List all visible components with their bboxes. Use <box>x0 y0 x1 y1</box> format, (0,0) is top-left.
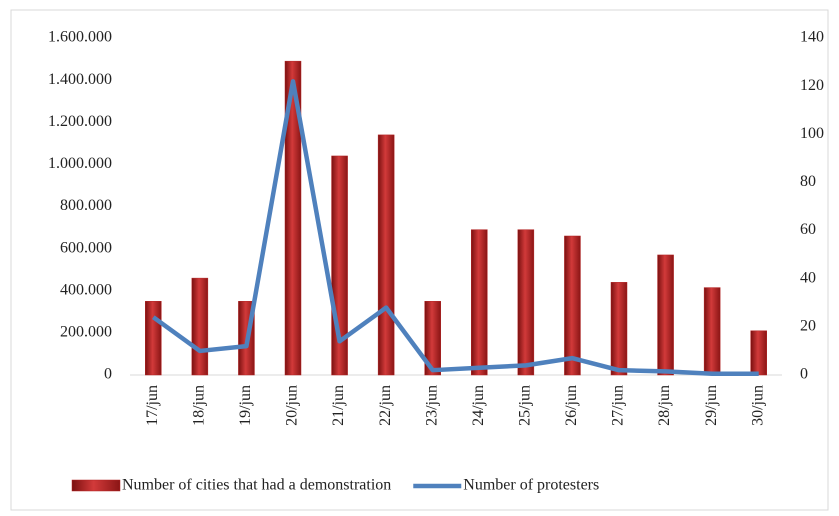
bar <box>284 60 302 376</box>
chart-border <box>10 9 829 511</box>
y-tick-label: 1.600.000 <box>48 29 112 46</box>
x-tick-label: 28/jun <box>656 385 673 426</box>
y-tick-label: 1.200.000 <box>48 113 112 130</box>
x-tick-label: 25/jun <box>517 385 534 426</box>
y2-tick-label: 140 <box>800 29 824 46</box>
y2-tick-label: 80 <box>800 173 816 190</box>
bar <box>424 301 441 376</box>
y-tick-label: 1.000.000 <box>48 155 112 172</box>
legend-label: Number of cities that had a demonstratio… <box>122 477 391 494</box>
bar <box>703 287 721 376</box>
x-tick-label: 24/jun <box>470 385 487 426</box>
bar <box>517 229 535 376</box>
x-tick-label: 26/jun <box>563 385 580 426</box>
x-tick-label: 20/jun <box>284 385 301 426</box>
y2-tick-label: 120 <box>800 77 824 94</box>
x-tick-label: 17/jun <box>144 385 161 426</box>
x-tick-label: 27/jun <box>610 385 627 426</box>
y-tick-label: 800.000 <box>60 197 112 214</box>
y2-tick-label: 20 <box>800 318 816 335</box>
y-tick-label: 1.400.000 <box>48 71 112 88</box>
bar <box>471 229 488 376</box>
bar <box>750 330 767 376</box>
x-tick-label: 29/jun <box>703 385 720 426</box>
x-tick-label: 19/jun <box>237 385 254 426</box>
y2-tick-label: 60 <box>800 221 816 238</box>
bar <box>191 277 209 376</box>
line <box>151 79 759 377</box>
bar <box>657 254 674 376</box>
legend-label: Number of protesters <box>463 477 599 494</box>
y-tick-label: 0 <box>104 366 112 383</box>
y2-tick-label: 40 <box>800 269 816 286</box>
legend-marker <box>71 479 121 492</box>
y2-tick-label: 100 <box>800 125 824 142</box>
y-tick-label: 400.000 <box>60 281 112 298</box>
bar <box>377 134 395 376</box>
x-tick-label: 21/jun <box>330 385 347 426</box>
bar <box>564 235 581 376</box>
y2-tick-label: 0 <box>800 366 808 383</box>
y-tick-label: 600.000 <box>60 239 112 256</box>
x-tick-label: 22/jun <box>377 385 394 426</box>
x-tick-label: 30/jun <box>749 385 766 426</box>
bar <box>610 282 628 376</box>
y-tick-label: 200.000 <box>60 324 112 341</box>
x-tick-label: 18/jun <box>191 385 208 426</box>
bar <box>145 301 162 376</box>
x-tick-label: 23/jun <box>423 385 440 426</box>
